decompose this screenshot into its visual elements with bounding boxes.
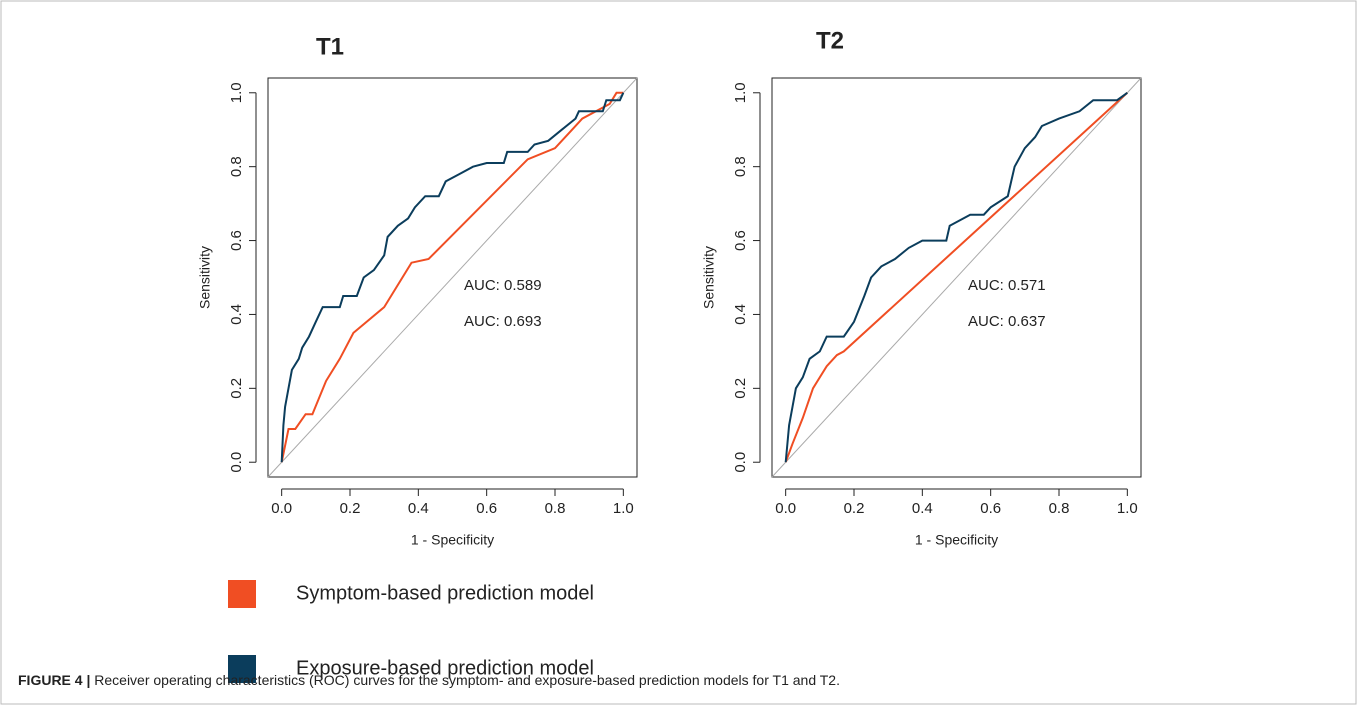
chart-title: T2 (816, 27, 844, 54)
reference-diagonal (267, 77, 638, 478)
auc-annotation: AUC: 0.571 (968, 277, 1046, 294)
figure-border (0, 0, 1357, 705)
auc-annotation: AUC: 0.589 (464, 277, 542, 294)
x-tick-label: 1.0 (613, 500, 634, 517)
y-tick-label: 0.0 (732, 452, 749, 473)
y-tick-label: 0.2 (228, 378, 245, 399)
x-tick-label: 0.4 (912, 500, 933, 517)
y-tick-label: 0.2 (732, 378, 749, 399)
plot-box (267, 77, 638, 478)
chart-title: T1 (316, 33, 344, 60)
legend-swatch (228, 580, 256, 608)
y-tick-label: 0.6 (228, 230, 245, 251)
y-axis-label: Sensitivity (197, 246, 213, 309)
y-tick-label: 1.0 (228, 82, 245, 103)
caption-text: Receiver operating characteristics (ROC)… (94, 672, 840, 688)
caption-label: FIGURE 4 | (18, 672, 91, 688)
x-tick-label: 1.0 (1117, 500, 1138, 517)
plot-box (771, 77, 1142, 478)
x-tick-label: 0.8 (1049, 500, 1070, 517)
y-tick-label: 0.4 (732, 304, 749, 325)
roc-curve (280, 91, 624, 463)
y-tick-label: 1.0 (732, 82, 749, 103)
legend-label: Symptom-based prediction model (296, 582, 594, 604)
y-tick-label: 0.8 (732, 156, 749, 177)
y-axis-label: Sensitivity (701, 246, 717, 309)
y-tick-label: 0.4 (228, 304, 245, 325)
x-tick-label: 0.2 (844, 500, 865, 517)
x-tick-label: 0.8 (545, 500, 566, 517)
roc-curve (784, 92, 1128, 463)
y-tick-label: 0.0 (228, 452, 245, 473)
x-tick-label: 0.6 (980, 500, 1001, 517)
legend-swatch (228, 655, 256, 683)
y-tick-label: 0.8 (228, 156, 245, 177)
x-tick-label: 0.6 (476, 500, 497, 517)
x-axis-label: 1 - Specificity (915, 532, 998, 548)
x-tick-label: 0.2 (340, 500, 361, 517)
roc-curve (784, 91, 1128, 463)
caption: FIGURE 4 | Receiver operating characteri… (18, 672, 840, 688)
auc-annotation: AUC: 0.637 (968, 313, 1046, 330)
x-tick-label: 0.4 (408, 500, 429, 517)
legend-label: Exposure-based prediction model (296, 657, 594, 679)
x-tick-label: 0.0 (271, 500, 292, 517)
auc-annotation: AUC: 0.693 (464, 313, 542, 330)
roc-curve (280, 92, 625, 463)
reference-diagonal (771, 77, 1142, 478)
x-tick-label: 0.0 (775, 500, 796, 517)
x-axis-label: 1 - Specificity (411, 532, 494, 548)
y-tick-label: 0.6 (732, 230, 749, 251)
